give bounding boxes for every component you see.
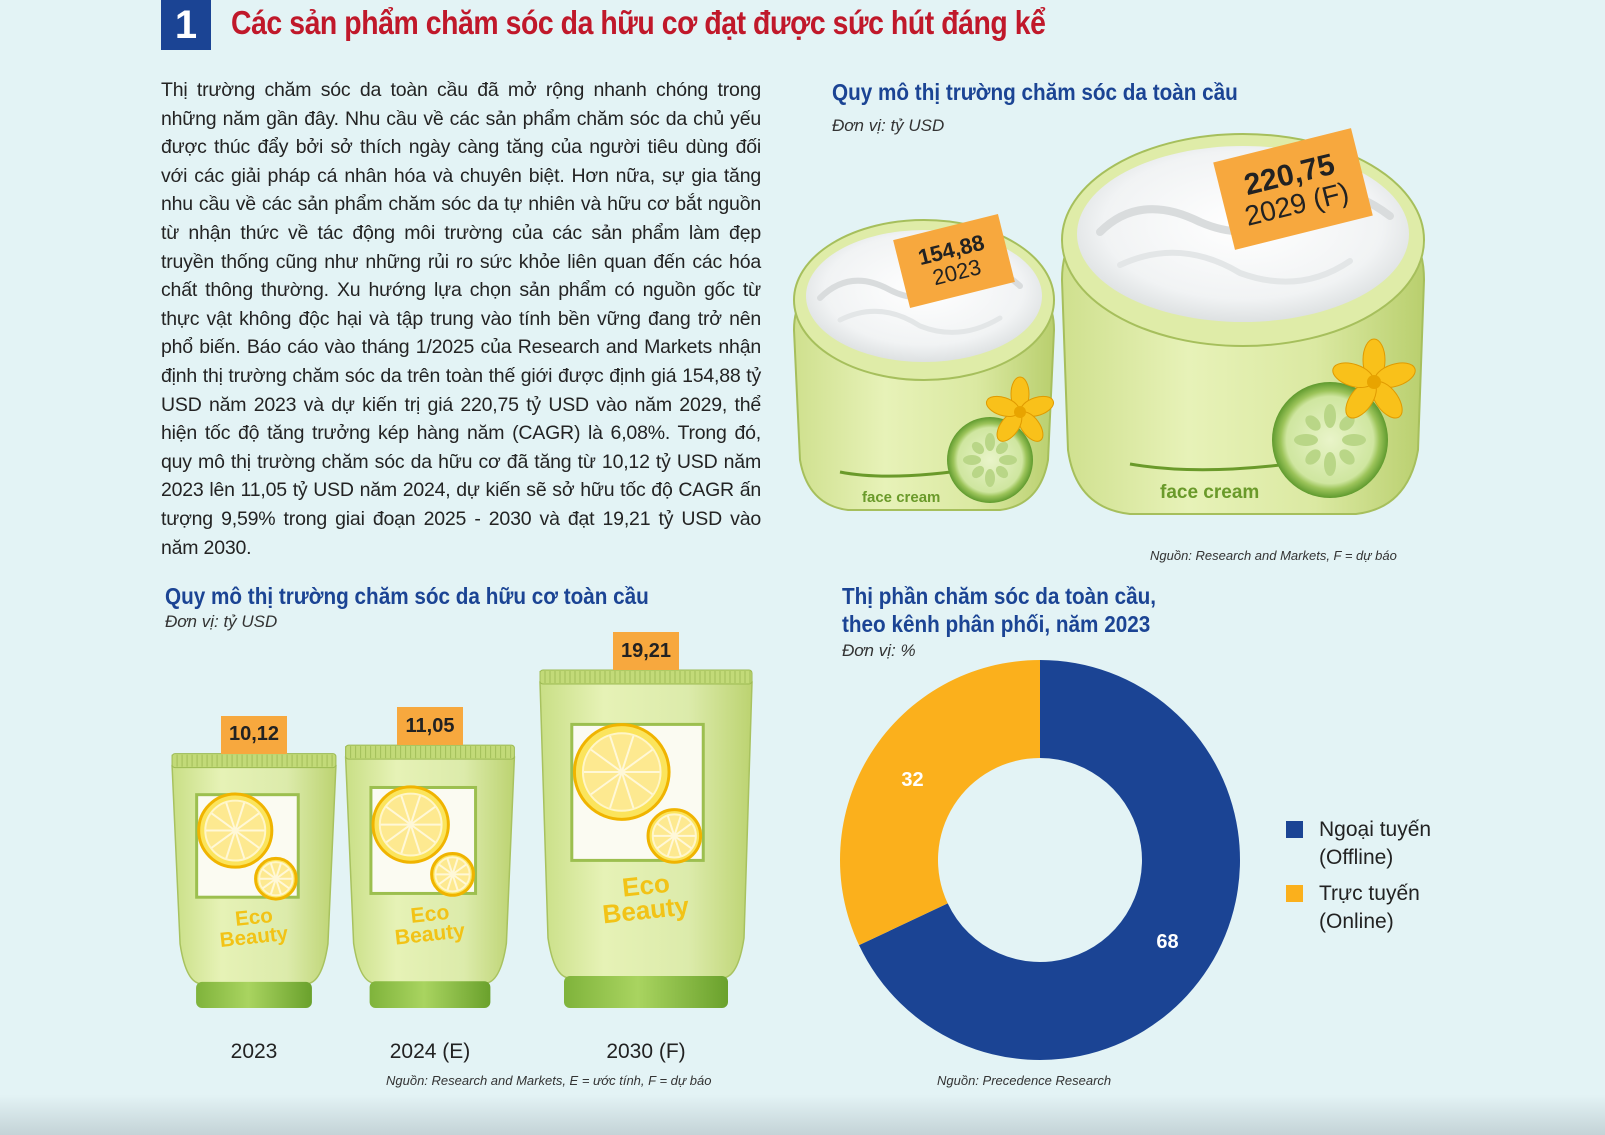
lemon-slice-icon bbox=[371, 785, 450, 864]
brand-text-line1: Eco bbox=[234, 904, 274, 931]
donut-slice-offline bbox=[859, 660, 1240, 1060]
organic-value-tag-2: 19,21 bbox=[613, 632, 679, 670]
lemon-slice-icon bbox=[197, 792, 274, 869]
chart3-unit: Đơn vị: % bbox=[842, 641, 916, 660]
yellow-flower-icon bbox=[1332, 338, 1416, 419]
tube-cap bbox=[196, 981, 312, 1008]
organic-year-label-1: 2024 (E) bbox=[389, 1040, 471, 1063]
legend-label-offline-1: Ngoại tuyến bbox=[1319, 818, 1432, 841]
donut-chart: 68 32 bbox=[840, 660, 1240, 1060]
legend-label-online-2: (Online) bbox=[1319, 910, 1394, 933]
donut-slice-online bbox=[840, 660, 1040, 946]
body-paragraph: Thị trường chăm sóc da toàn cầu đã mở rộ… bbox=[161, 79, 761, 559]
legend-swatch-online bbox=[1286, 885, 1303, 902]
chart1-source: Nguồn: Research and Markets, F = dự báo bbox=[1150, 548, 1397, 563]
legend-label-offline-2: (Offline) bbox=[1319, 846, 1394, 869]
organic-year-label-2: 2030 (F) bbox=[606, 1040, 686, 1063]
tube-cap bbox=[369, 981, 491, 1008]
organic-year-label-0: 2023 bbox=[230, 1040, 278, 1063]
chart2-title: Quy mô thị trường chăm sóc da hữu cơ toà… bbox=[165, 583, 649, 609]
yellow-flower-icon bbox=[985, 376, 1055, 442]
cucumber-icon bbox=[947, 417, 1033, 503]
chart3-title-line2: theo kênh phân phối, năm 2023 bbox=[842, 611, 1151, 637]
chart1-unit: Đơn vị: tỷ USD bbox=[832, 116, 945, 135]
chart1-title: Quy mô thị trường chăm sóc da toàn cầu bbox=[832, 79, 1238, 105]
jar-product-label: face cream bbox=[1160, 482, 1259, 503]
legend-item-online: Trực tuyến (Online) bbox=[1286, 880, 1420, 936]
lemon-slice-icon bbox=[254, 856, 298, 901]
jar-product-label: face cream bbox=[862, 489, 940, 506]
tube-cap bbox=[564, 976, 728, 1008]
lemon-slice-icon bbox=[430, 851, 475, 897]
section-number-badge: 1 bbox=[161, 0, 211, 50]
legend-item-offline: Ngoại tuyến (Offline) bbox=[1286, 816, 1431, 872]
brand-text-line1: Eco bbox=[410, 901, 451, 928]
brand-text-line1: Eco bbox=[621, 868, 672, 903]
chart3-title-line1: Thị phần chăm sóc da toàn cầu, bbox=[842, 583, 1157, 609]
bottom-shadow bbox=[0, 1095, 1605, 1135]
legend-swatch-offline bbox=[1286, 821, 1303, 838]
chart3-source: Nguồn: Precedence Research bbox=[937, 1073, 1112, 1088]
organic-value-tag-1: 11,05 bbox=[397, 707, 463, 746]
lemon-slice-icon bbox=[572, 723, 671, 821]
lemon-slice-icon bbox=[646, 808, 703, 864]
page-title: Các sản phẩm chăm sóc da hữu cơ đạt được… bbox=[231, 4, 1046, 41]
donut-value-label-offline: 68 bbox=[1156, 931, 1178, 953]
donut-value-label-online: 32 bbox=[901, 769, 923, 791]
chart1-jars: face cream bbox=[792, 133, 1426, 515]
legend-label-online-1: Trực tuyến bbox=[1319, 882, 1420, 905]
organic-value-tag-0: 10,12 bbox=[221, 715, 287, 754]
chart2-unit: Đơn vị: tỷ USD bbox=[165, 612, 278, 631]
chart2-source: Nguồn: Research and Markets, E = ước tín… bbox=[386, 1073, 712, 1088]
